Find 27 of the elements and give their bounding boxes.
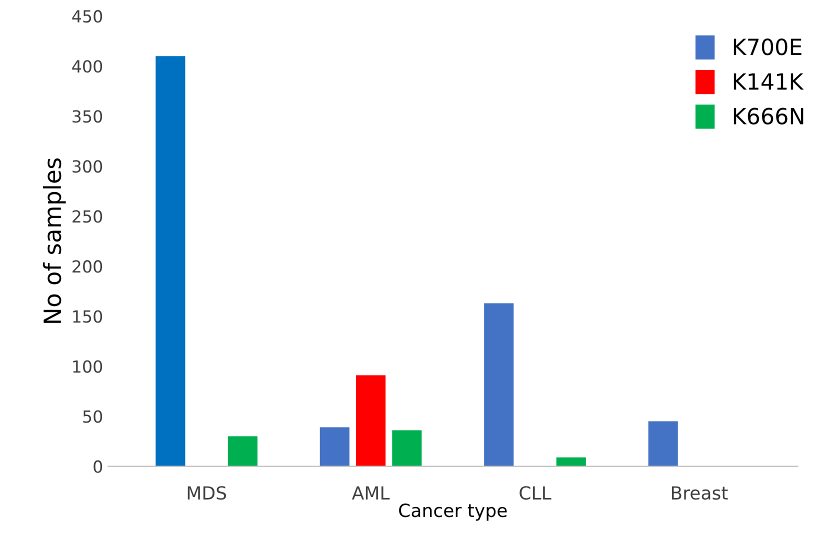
y-tick-label: 450 [72, 10, 102, 23]
y-tick-label: 50 [83, 410, 102, 423]
y-axis-title: No of samples [42, 158, 66, 323]
x-axis-title: Cancer type [399, 504, 507, 521]
legend-label: K700E [734, 38, 802, 56]
y-tick-label: 100 [73, 360, 102, 373]
bar [392, 430, 422, 466]
legend-label: K666N [734, 108, 804, 125]
x-tick-label: MDS [188, 486, 226, 500]
bar [484, 303, 514, 466]
legend-label: K141K [734, 73, 804, 90]
y-tick-label: 150 [73, 310, 102, 323]
x-tick-label: Breast [672, 486, 728, 500]
y-tick-label: 400 [72, 60, 102, 73]
x-tick-label: CLL [520, 486, 552, 500]
bar [356, 375, 386, 466]
y-tick-label: 250 [72, 210, 102, 223]
y-tick-label: 200 [72, 260, 102, 273]
bar [320, 427, 350, 466]
x-tick-label: AML [352, 486, 390, 500]
bar [648, 421, 678, 466]
y-tick-label: 350 [72, 110, 102, 123]
bar [156, 56, 186, 466]
bar [228, 436, 258, 466]
y-tick-label: 300 [72, 160, 102, 173]
y-tick-label: 0 [94, 460, 102, 473]
bar [556, 457, 586, 466]
